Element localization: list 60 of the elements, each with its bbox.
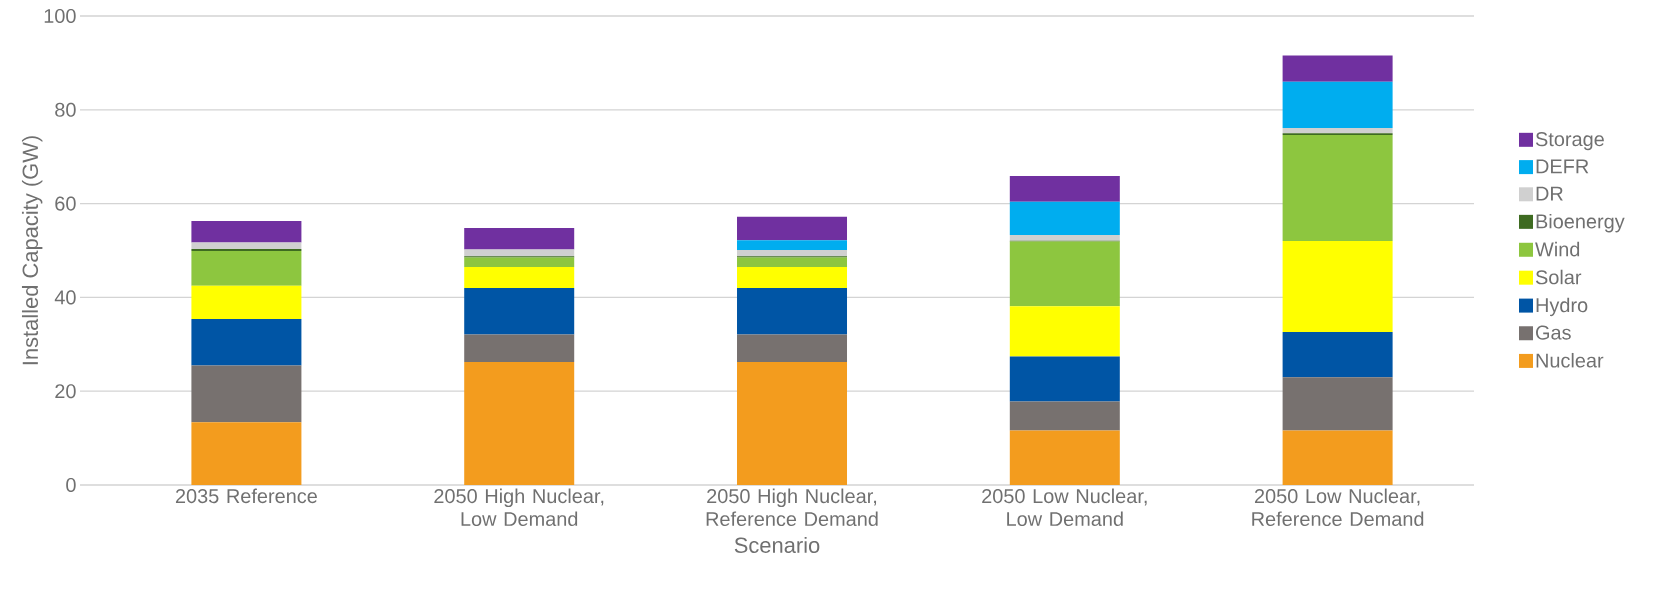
bar (1282, 55, 1393, 82)
legend-label: DR (1536, 186, 1563, 201)
bar (191, 422, 302, 485)
bar (464, 227, 575, 250)
legend-label: Nuclear (1536, 352, 1604, 368)
bar (191, 285, 302, 319)
bar (464, 362, 575, 485)
x-tick-label: 2050 High Nuclear, Low Demand (434, 488, 604, 527)
bar (737, 250, 848, 257)
bar (737, 257, 848, 267)
bar (1009, 306, 1120, 357)
bar (464, 249, 575, 257)
bar (1282, 377, 1393, 431)
bar (464, 266, 575, 289)
bar (191, 220, 302, 243)
legend-label: Wind (1535, 241, 1580, 257)
bar (737, 288, 848, 335)
bar (191, 365, 302, 423)
bar (464, 334, 575, 363)
bar (1282, 128, 1393, 134)
x-tick-label: 2035 Reference (175, 488, 317, 504)
legend-label: Gas (1536, 325, 1571, 340)
bar (1009, 175, 1120, 202)
legend-label: Hydro (1536, 297, 1588, 317)
bar (1009, 235, 1120, 241)
y-tick-label: 0 (66, 477, 76, 493)
bar (191, 250, 302, 286)
y-tick-label: 60 (55, 196, 76, 211)
bar (1009, 241, 1120, 307)
bar (464, 288, 575, 335)
bar (1282, 430, 1393, 485)
y-tick-label: 80 (55, 102, 76, 117)
x-tick-label: 2050 High Nuclear, Reference Demand (706, 488, 878, 527)
legend-label: DEFR (1536, 159, 1589, 174)
legend-label: Solar (1535, 269, 1582, 285)
bar (737, 362, 848, 485)
bar (191, 318, 302, 366)
bar (737, 334, 848, 363)
y-tick-label: 40 (54, 290, 76, 305)
bar (464, 257, 575, 267)
bar (1009, 401, 1120, 431)
bar (1282, 241, 1393, 333)
bar (737, 266, 848, 289)
bar (1009, 430, 1120, 485)
x-tick-label: 2050 Low Nuclear, Low Demand (982, 488, 1147, 527)
bar (1282, 135, 1393, 242)
legend-label: Storage (1535, 132, 1604, 151)
bar (1009, 356, 1120, 402)
y-axis-title: Installed Capacity (GW) (21, 136, 43, 365)
x-axis-title: Scenario (734, 536, 820, 554)
x-tick-label: 2050 Low Nuclear, Reference Demand (1252, 488, 1424, 527)
bar (1282, 81, 1393, 129)
bar (1009, 201, 1120, 236)
bar (1282, 332, 1393, 378)
legend-label: Bioenergy (1536, 213, 1625, 233)
y-tick-label: 20 (55, 384, 76, 399)
bar (737, 240, 848, 251)
y-tick-label: 100 (44, 8, 76, 24)
bar (737, 216, 848, 241)
bar (191, 242, 302, 250)
